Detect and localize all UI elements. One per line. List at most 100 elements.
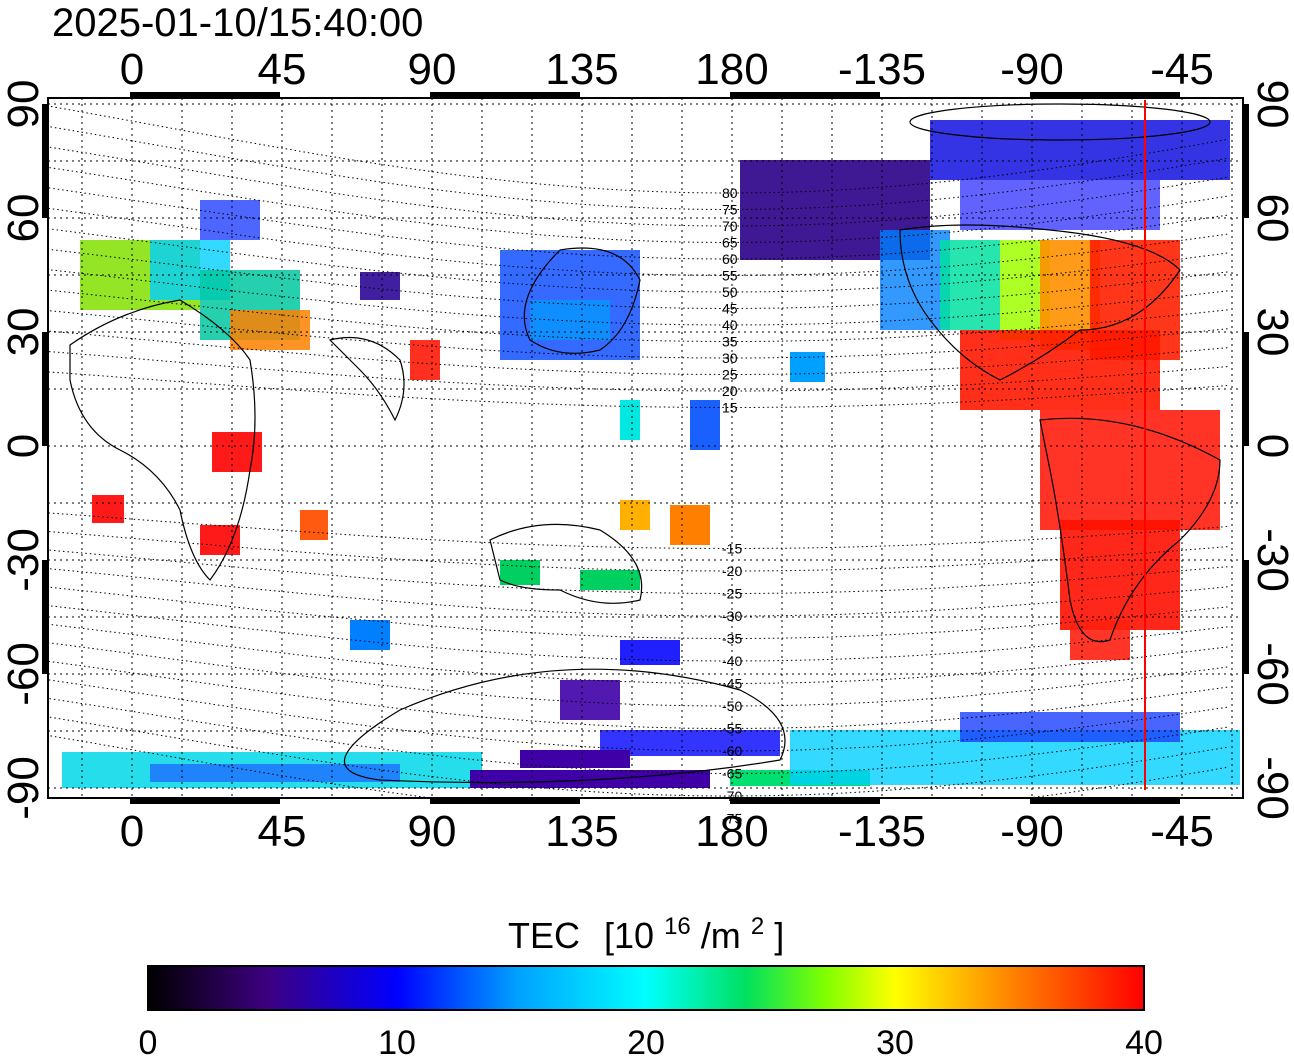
latitude-labels-left: 90 60 30 0 -30 -60 -90	[0, 80, 48, 820]
mlat-label: 80	[722, 185, 738, 201]
lon-label-bottom: -135	[838, 807, 926, 856]
mlat-contour	[48, 716, 1229, 797]
frame-bar-left	[42, 104, 47, 218]
mlat-label: 30	[722, 350, 738, 366]
mlat-label: -15	[722, 541, 742, 557]
lon-label-bottom: 90	[408, 807, 457, 856]
mlat-label: 55	[722, 268, 738, 284]
mlat-label: 50	[722, 284, 738, 300]
colorbar-tick-label: 40	[1125, 1024, 1163, 1057]
latitude-labels-right: 90 60 30 0 -30 -60 -90	[1248, 80, 1294, 820]
lat-label-right: -90	[1248, 756, 1294, 820]
longitude-labels-top: 0 45 90 135 180 -135 -90 -45	[120, 45, 1214, 94]
lon-label-top: 90	[408, 45, 457, 94]
frame-bar-right	[1244, 332, 1249, 446]
mlat-label: 65	[722, 235, 738, 251]
lon-label-bottom: 135	[545, 807, 618, 856]
lon-label-bottom: -90	[1000, 807, 1064, 856]
lon-label-top: -135	[838, 45, 926, 94]
mlat-contour	[48, 146, 1229, 227]
lat-label-left: 60	[0, 194, 48, 243]
frame-bar-top	[130, 92, 280, 97]
mlat-label: 45	[722, 301, 738, 317]
frame-bar-left	[42, 332, 47, 446]
frame-bar-right	[1244, 560, 1249, 674]
lon-label-bottom: -45	[1150, 807, 1214, 856]
colorbar-tick-label: 30	[876, 1024, 914, 1057]
mlat-label: 40	[722, 317, 738, 333]
frame-bar-bottom	[1030, 799, 1180, 804]
colorbar-tick-label: 0	[139, 1024, 158, 1057]
lat-label-right: -60	[1248, 642, 1294, 706]
lon-label-top: -90	[1000, 45, 1064, 94]
lat-label-left: 0	[0, 434, 48, 458]
mlat-label: 20	[722, 383, 738, 399]
mlat-contour	[48, 734, 1229, 798]
lon-label-bottom: 45	[258, 807, 307, 856]
colorbar-gradient	[147, 965, 1145, 1011]
lat-label-left: 30	[0, 308, 48, 357]
frame-bar-top	[1030, 92, 1180, 97]
longitude-labels-bottom: 0 45 90 135 180 -135 -90 -45	[120, 807, 1214, 856]
colorbar-title: TEC [10 16 /m 2 ]	[508, 901, 784, 956]
mlat-label: -25	[722, 586, 742, 602]
frame-ticks	[42, 92, 1249, 804]
colorbar-unit-exp2: 2	[751, 913, 764, 940]
mlat-label: -60	[722, 743, 742, 759]
lon-label-top: 45	[258, 45, 307, 94]
mlat-contour	[48, 660, 1229, 730]
colorbar-unit-end: ]	[774, 915, 784, 956]
coastlines	[69, 103, 1221, 784]
lat-label-right: 0	[1248, 434, 1294, 458]
mlat-label: -70	[722, 788, 742, 804]
lat-label-right: 30	[1248, 308, 1294, 357]
lat-label-left: -30	[0, 528, 48, 592]
lon-label-top: 135	[545, 45, 618, 94]
lat-label-left: -60	[0, 642, 48, 706]
mlat-contour	[48, 166, 1229, 244]
frame-bar-left	[42, 560, 47, 674]
lat-label-right: 60	[1248, 194, 1294, 243]
mlat-contour	[48, 512, 1229, 549]
mlat-label: 60	[722, 251, 738, 267]
colorbar-tick-label: 10	[378, 1024, 416, 1057]
mlat-label: -20	[722, 563, 742, 579]
mlat-contour	[48, 679, 1229, 752]
mlat-label: -65	[722, 766, 742, 782]
colorbar-ticks: 0 10 20 30 40	[139, 1024, 1163, 1057]
mlat-label: 15	[722, 400, 738, 416]
lon-label-top: 180	[695, 45, 768, 94]
colorbar-title-name: TEC	[508, 915, 580, 956]
lon-label-top: 0	[120, 45, 144, 94]
lat-label-right: 90	[1248, 80, 1294, 129]
timestamp: 2025-01-10/15:40:00	[52, 1, 423, 45]
mlat-label: 25	[722, 367, 738, 383]
frame-bar-top	[730, 92, 880, 97]
lon-label-top: -45	[1150, 45, 1214, 94]
mlat-label: 35	[722, 334, 738, 350]
mlat-label: -45	[722, 676, 742, 692]
colorbar-unit-mid: /m	[701, 915, 741, 956]
mlat-contour	[48, 207, 1229, 277]
lon-label-bottom: 180	[695, 807, 768, 856]
mlat-label: -75	[722, 811, 742, 827]
lat-label-left: -90	[0, 756, 48, 820]
magnetic-latitude-contours	[48, 105, 1229, 798]
frame-bar-bottom	[130, 799, 280, 804]
lat-label-left: 90	[0, 80, 48, 129]
mlat-label: -50	[722, 698, 742, 714]
frame-bar-bottom	[430, 799, 580, 804]
mlat-label: 75	[722, 202, 738, 218]
frame-bar-bottom	[730, 799, 880, 804]
colorbar-tick-label: 20	[627, 1024, 665, 1057]
mlat-contour	[48, 371, 1229, 408]
mlat-contour	[48, 125, 1229, 211]
lat-label-right: -30	[1248, 528, 1294, 592]
colorbar-unit-exp: 16	[664, 913, 691, 940]
mlat-contour	[48, 697, 1229, 775]
lon-label-bottom: 0	[120, 807, 144, 856]
map-grid	[48, 98, 1243, 798]
